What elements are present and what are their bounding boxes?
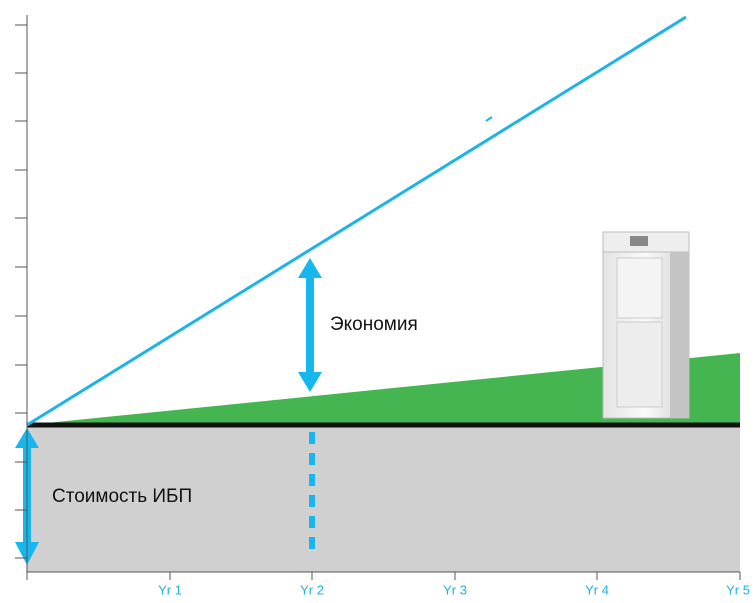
savings-label: Экономия bbox=[330, 314, 418, 335]
cost-line bbox=[27, 17, 686, 425]
x-label: Yr 4 bbox=[585, 582, 609, 597]
savings-arrow bbox=[298, 258, 322, 392]
x-label: Yr 2 bbox=[300, 582, 324, 597]
ups-cabinet bbox=[603, 232, 689, 418]
x-label: Yr 5 bbox=[726, 582, 750, 597]
ups-cost-label: Стоимость ИБП bbox=[52, 486, 192, 507]
x-label: Yr 1 bbox=[158, 582, 182, 597]
mark bbox=[486, 117, 492, 121]
x-label: Yr 3 bbox=[443, 582, 467, 597]
diagram: Экономия Стоимость ИБП Yr 1 Yr 2 Yr 3 Yr… bbox=[0, 0, 755, 603]
